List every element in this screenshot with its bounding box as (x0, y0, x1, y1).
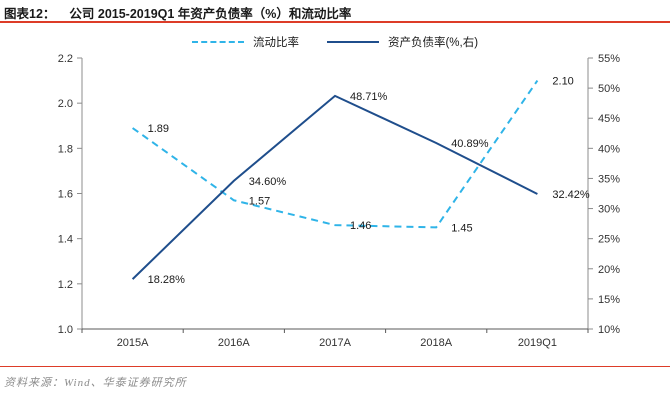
data-point-label: 1.89 (148, 123, 169, 135)
series-line-current-ratio (132, 80, 539, 229)
right-axis-tick-label: 10% (598, 324, 620, 336)
source-note: 资料来源：Wind、华泰证券研究所 (4, 377, 187, 389)
chart-footer: 资料来源：Wind、华泰证券研究所 (0, 366, 670, 391)
data-point-label: 34.60% (249, 176, 287, 188)
data-point-label: 18.28% (148, 274, 186, 286)
x-axis-category-label: 2016A (218, 337, 250, 349)
line-chart: 1.0 1.2 1.4 1.6 1.8 2.0 2.2 10% 15% 20% 25% 30% 35% 4… (58, 53, 621, 349)
chart-legend: 流动比率 资产负债率(%,右) (0, 33, 670, 51)
x-axis-category-label: 2017A (319, 337, 351, 349)
legend-item-current-ratio: 流动比率 (191, 34, 299, 50)
data-point-label: 32.42% (552, 189, 590, 201)
data-point-label: 1.46 (350, 220, 371, 232)
left-axis-tick-label: 2.0 (58, 98, 73, 110)
data-point-label: 2.10 (552, 76, 573, 88)
data-point-label: 48.71% (350, 91, 388, 103)
right-axis-tick-label: 20% (598, 264, 620, 276)
dashed-line-swatch-icon (191, 41, 244, 43)
left-axis-tick-label: 1.2 (58, 279, 73, 291)
left-axis-tick-label: 1.6 (58, 189, 73, 201)
right-axis-tick-label: 30% (598, 204, 620, 216)
left-axis-tick-label: 1.0 (58, 324, 73, 336)
right-axis-tick-label: 25% (598, 234, 620, 246)
data-point-label: 1.45 (451, 222, 472, 234)
left-axis-tick-label: 1.4 (58, 234, 73, 246)
right-axis-tick-label: 55% (598, 53, 620, 65)
x-axis-category-label: 2018A (420, 337, 452, 349)
legend-label: 流动比率 (252, 37, 299, 49)
figure-number: 图表12： (4, 7, 56, 21)
left-axis-tick-label: 2.2 (58, 53, 73, 65)
right-axis-tick-label: 45% (598, 113, 620, 125)
right-axis-tick-label: 40% (598, 143, 620, 155)
right-axis-tick-label: 50% (598, 83, 620, 95)
page-title: 公司 2015-2019Q1 年资产负债率（%）和流动比率 (69, 7, 352, 21)
x-axis-category-label: 2019Q1 (518, 337, 557, 349)
solid-line-swatch-icon (326, 41, 379, 43)
right-axis-tick-label: 15% (598, 294, 620, 306)
legend-label: 资产负债率(%,右) (387, 37, 479, 49)
left-axis-tick-label: 1.8 (58, 143, 73, 155)
legend-item-debt-ratio: 资产负债率(%,右) (326, 34, 479, 50)
x-axis-category-label: 2015A (117, 337, 149, 349)
data-point-label: 40.89% (451, 138, 489, 150)
data-point-label: 1.57 (249, 195, 270, 207)
right-axis-tick-label: 35% (598, 173, 620, 185)
chart-header: 图表12： 公司 2015-2019Q1 年资产负债率（%）和流动比率 (0, 0, 670, 23)
series-line-debt-ratio (131, 94, 538, 280)
